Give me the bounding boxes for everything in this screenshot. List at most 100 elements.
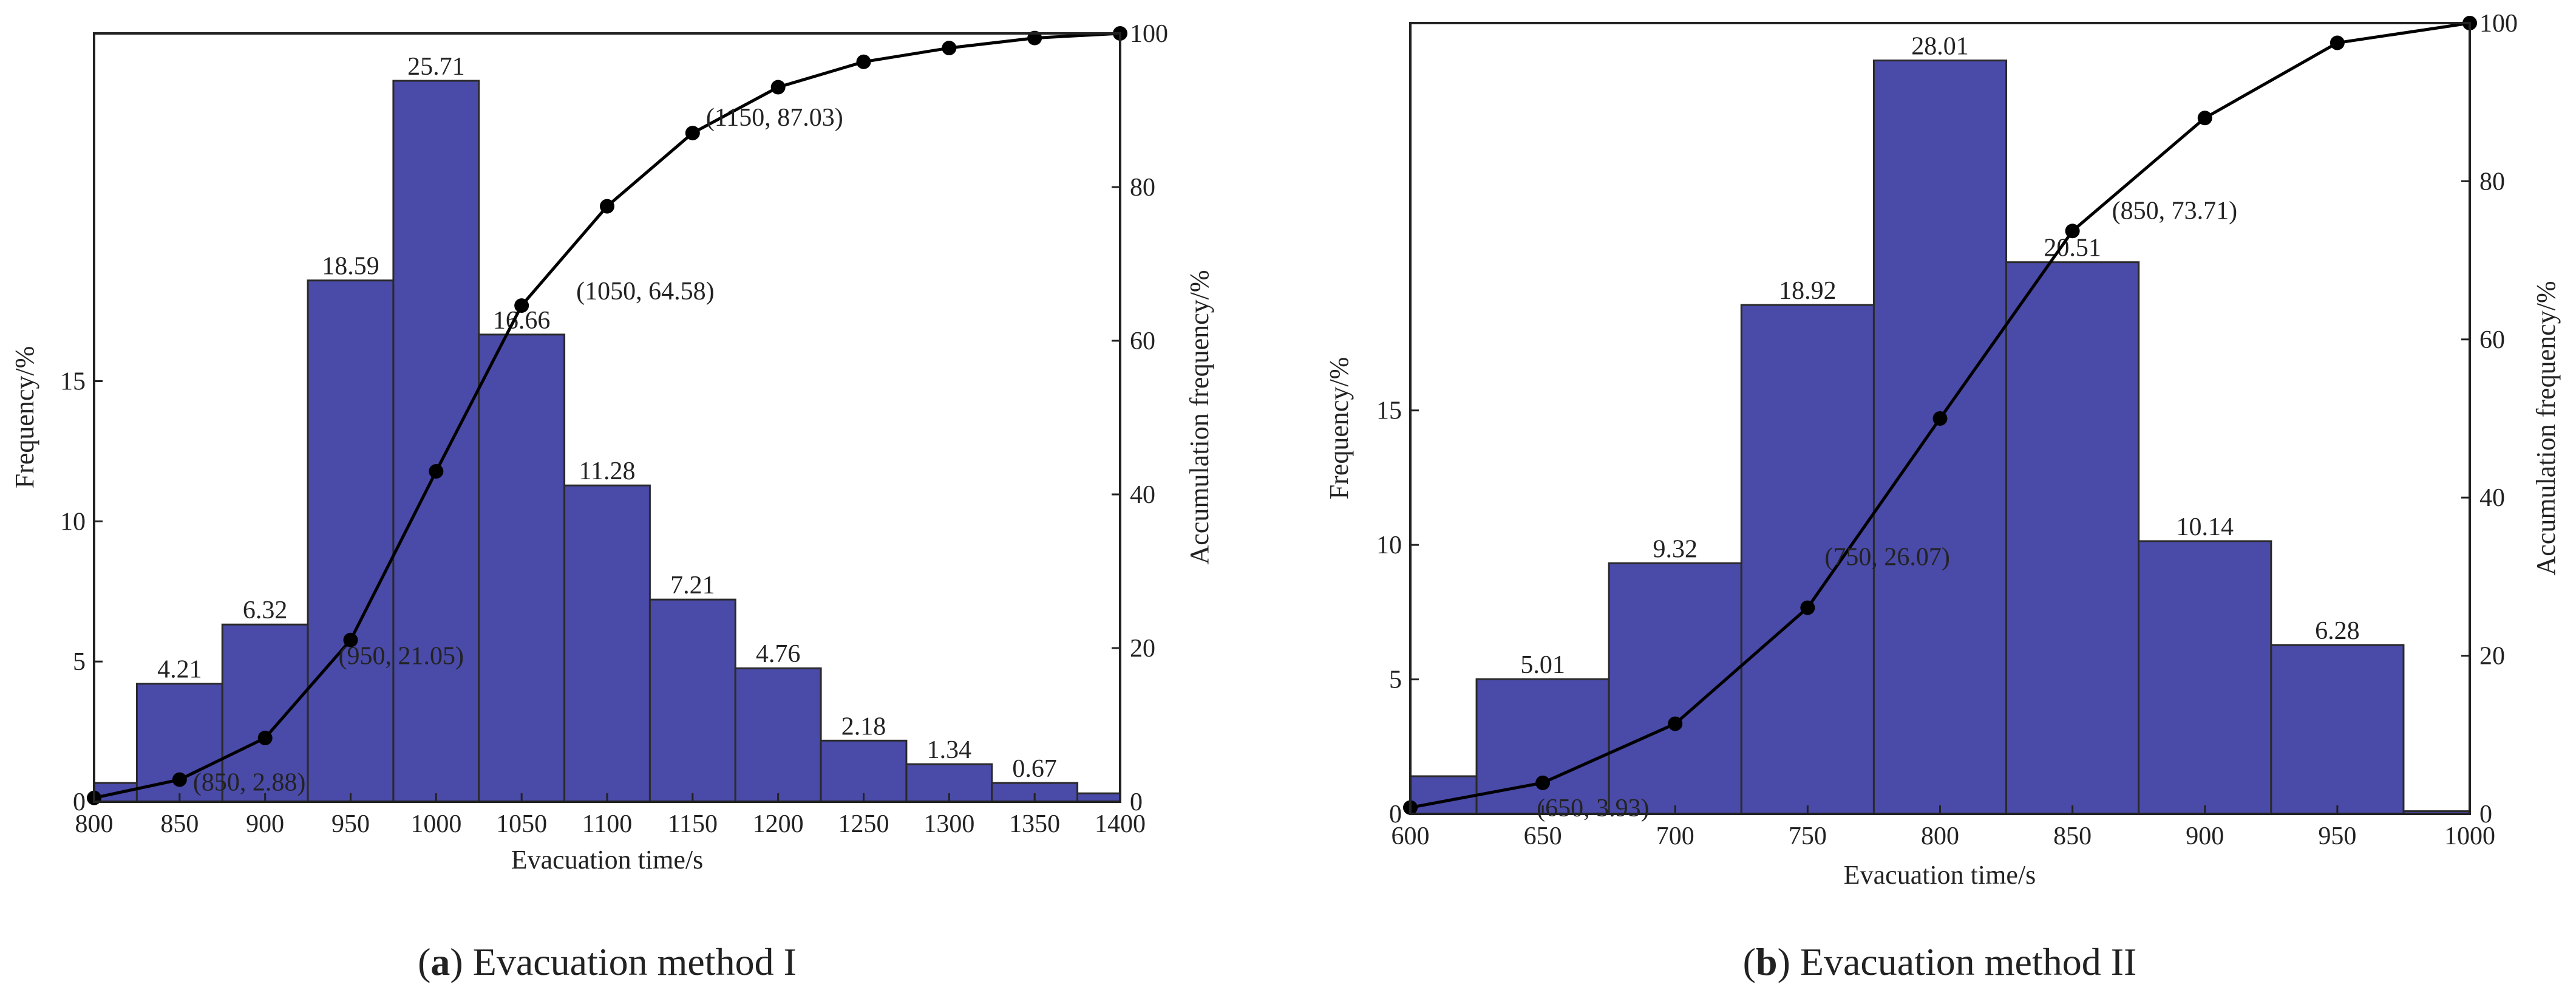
panel-a-bar-1400 — [1076, 792, 1121, 803]
panel-b-annotation-850: (850, 73.71) — [2112, 197, 2237, 225]
panel-b-caption-text: Evacuation method II — [1800, 940, 2136, 983]
panel-b-bar-950 — [2270, 644, 2405, 815]
panel-a-bar-1100 — [563, 484, 651, 803]
panel-b-bar-600 — [1409, 775, 1478, 815]
panel-b-x-tick-label-950: 950 — [2318, 822, 2356, 850]
panel-b-x-tick-label-600: 600 — [1392, 822, 1430, 850]
panel-b-x-tick-label-900: 900 — [2186, 822, 2224, 850]
panel-a-bar-1000 — [392, 80, 480, 803]
panel-a-x-tick-label-800: 800 — [75, 810, 114, 838]
panel-b-x-tick-label-850: 850 — [2053, 822, 2092, 850]
panel-b-y2-tick-label-100: 100 — [2479, 10, 2518, 38]
panel-b-y-tick-label-0: 0 — [1389, 801, 1402, 828]
panel-a-cumulative-point-1150 — [685, 126, 700, 141]
panel-a-annotation-950: (950, 21.05) — [339, 643, 464, 671]
panel-a-bar-label-1000: 25.71 — [407, 53, 465, 81]
panel-b-y-axis-label: Frequency/% — [1324, 357, 1354, 500]
panel-b-y-tick-label-15: 15 — [1376, 397, 1402, 425]
panel-b-y-tick-label-10: 10 — [1376, 531, 1402, 559]
panel-a-annotation-1050: (1050, 64.58) — [576, 278, 714, 306]
panel-a-y-tick-label-0: 0 — [73, 788, 86, 816]
panel-b-bar-650 — [1475, 678, 1610, 815]
panel-a-bar-label-1150: 7.21 — [670, 572, 715, 599]
panel-a-cumulative-point-1250 — [856, 54, 871, 69]
panel-b-bar-700 — [1608, 562, 1742, 815]
panel-a-x-tick-label-1250: 1250 — [838, 810, 889, 838]
panel-a-bar-950 — [307, 279, 395, 803]
panel-a-y2-tick-label-20: 20 — [1130, 635, 1155, 663]
panel-a-x-tick-label-1200: 1200 — [753, 810, 804, 838]
panel-a-cumulative-point-1100 — [600, 199, 614, 214]
panel-a-annotation-850: (850, 2.88) — [193, 769, 305, 797]
panel-a-cumulative-point-1000 — [429, 464, 444, 479]
panel-b-cumulative-point-850 — [2065, 224, 2080, 239]
panel-b-caption-letter: b — [1756, 940, 1778, 983]
panel-b-cumulative-point-900 — [2197, 111, 2212, 126]
panel-a-x-tick-label-1400: 1400 — [1095, 810, 1146, 838]
panel-b-x-tick-label-750: 750 — [1789, 822, 1827, 850]
panel-b-y2-tick-label-60: 60 — [2479, 326, 2505, 354]
panel-a-y-tick-label-15: 15 — [60, 367, 86, 395]
panel-b-bar-850 — [2005, 261, 2140, 815]
panel-a-y-tick-label-10: 10 — [60, 508, 86, 536]
panel-a-y2-tick-label-0: 0 — [1130, 788, 1143, 816]
panel-a-plot-frame — [93, 32, 1121, 803]
panel-a-bar-label-950: 18.59 — [322, 253, 379, 281]
panel-b-annotation-650: (650, 3.93) — [1537, 794, 1649, 822]
panel-b-x-axis-label: Evacuation time/s — [1844, 860, 2036, 890]
panel-b-cumulative-point-650 — [1535, 775, 1551, 790]
panel-a-cumulative-line — [87, 26, 1127, 805]
panel-a-x-tick-label-1100: 1100 — [582, 810, 632, 838]
panel-a-x-tick-label-1050: 1050 — [496, 810, 547, 838]
panel-b-y2-tick-label-40: 40 — [2479, 484, 2505, 512]
panel-b-cumulative-point-950 — [2330, 35, 2345, 50]
panel-a-bar-900 — [221, 623, 309, 803]
panel-a-y-axis-label: Frequency/% — [10, 346, 39, 489]
panel-a-cumulative-point-850 — [172, 772, 187, 787]
panel-b-annotations: (650, 3.93) (750, 26.07) (850, 73.71) — [1537, 197, 2237, 822]
panel-a-caption: (a) Evacuation method I — [418, 940, 797, 983]
panel-b-x-tick-label-650: 650 — [1524, 822, 1562, 850]
panel-a-ticks: 800 850 900 950 1000 1050 1100 1150 1200 1250 1300… — [60, 20, 1168, 838]
panel-a-y-tick-label-5: 5 — [73, 648, 86, 676]
panel-a-cumulative-point-900 — [257, 731, 273, 746]
panel-b-x-tick-label-1000: 1000 — [2444, 822, 2495, 850]
panel-a-bar-label-850: 4.21 — [157, 656, 202, 684]
panel-a-y2-tick-label-60: 60 — [1130, 327, 1155, 355]
panel-b-bar-label-950: 6.28 — [2315, 617, 2360, 645]
panel-a-cumulative-point-950 — [343, 632, 358, 647]
panel-a-x-tick-label-850: 850 — [160, 810, 199, 838]
panel-a-bar-1050 — [478, 333, 566, 803]
panel-a-cumulative-point-1200 — [770, 80, 786, 95]
panel-a-chart: 4.216.3218.5925.7116.6611.287.214.762.18… — [10, 20, 1214, 983]
panel-b-y2-tick-label-0: 0 — [2479, 801, 2492, 828]
panel-a-bar-label-1200: 4.76 — [756, 640, 801, 668]
panel-b-y-tick-label-5: 5 — [1389, 666, 1402, 694]
panel-a-annotations: (850, 2.88) (950, 21.05) (1050, 64.58) (115… — [193, 104, 843, 796]
panel-b-y2-axis-label: Accumulation frequency/% — [2531, 281, 2561, 575]
panel-a-bar-label-1250: 2.18 — [841, 712, 886, 740]
panel-b-plot-frame — [1409, 22, 2471, 815]
panel-b-bar-label-750: 18.92 — [1779, 277, 1837, 305]
panel-b-cumulative-point-750 — [1800, 600, 1815, 615]
panel-a-x-tick-label-950: 950 — [331, 810, 370, 838]
panel-a-cumulative-point-1050 — [514, 298, 529, 313]
panel-b-cumulative-point-700 — [1668, 716, 1683, 731]
panel-b-bar-label-900: 10.14 — [2177, 513, 2234, 541]
panel-a-x-tick-label-1000: 1000 — [410, 810, 461, 838]
panel-a-x-tick-label-900: 900 — [246, 810, 284, 838]
panel-a-bar-1150 — [648, 598, 736, 803]
panel-a-bar-label-1350: 0.67 — [1012, 755, 1057, 783]
panel-a-bar-1250 — [820, 739, 908, 803]
panel-a-y2-tick-label-80: 80 — [1130, 174, 1155, 202]
panel-a-bar-label-1100: 11.28 — [579, 457, 636, 485]
panel-b-bars — [1409, 60, 2471, 815]
panel-b-x-tick-label-800: 800 — [1921, 822, 1959, 850]
panel-a-caption-text: Evacuation method I — [473, 940, 797, 983]
panel-b-caption: (b) Evacuation method II — [1743, 940, 2137, 983]
panel-a-bar-label-1300: 1.34 — [927, 736, 972, 764]
panel-a-bar-label-900: 6.32 — [243, 596, 288, 624]
